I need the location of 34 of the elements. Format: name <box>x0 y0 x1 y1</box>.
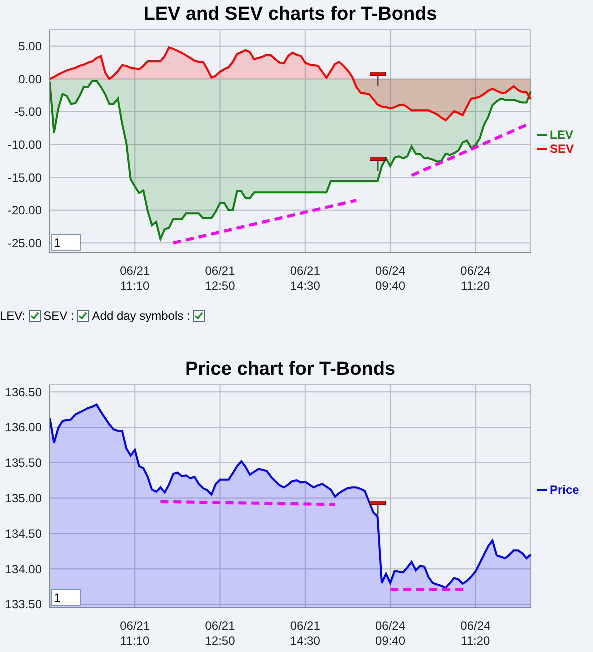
legend-label: Price <box>549 482 580 496</box>
text: Add day symbols : <box>92 309 190 323</box>
y-tick-label: 136.50 <box>5 385 42 400</box>
y-tick-label: 134.50 <box>5 526 42 541</box>
y-tick-label: -10.00 <box>8 138 42 152</box>
x-tick-label: 06/21 12:50 <box>205 619 236 648</box>
y-tick-label: -20.00 <box>8 204 42 218</box>
x-tick-label: 06/24 09:40 <box>376 619 406 648</box>
x-tick-label: 06/21 11:10 <box>120 264 150 293</box>
y-tick-label: -5.00 <box>14 105 42 120</box>
legend-label: LEV <box>549 128 574 142</box>
chart-title: Price chart for T-Bonds <box>184 359 397 381</box>
y-tick-label: -15.00 <box>8 170 42 185</box>
y-tick-label: 135.00 <box>5 492 42 506</box>
x-tick-label: 06/21 12:50 <box>205 264 236 293</box>
y-tick-label: 136.00 <box>5 420 42 435</box>
x-tick-label: 06/24 11:20 <box>460 264 492 293</box>
x-tick-label: 06/21 14:30 <box>290 619 321 648</box>
annotation: 1 <box>51 234 81 251</box>
x-tick-label: 06/24 11:20 <box>460 619 492 648</box>
y-tick-label: 134.00 <box>5 562 42 576</box>
annotation: 1 <box>51 589 81 606</box>
text: SEV : <box>44 309 74 323</box>
y-tick-label: 133.50 <box>5 598 42 612</box>
y-tick-label: 135.50 <box>5 456 42 470</box>
x-tick-label: 06/21 14:30 <box>290 264 321 293</box>
y-tick-label: -25.00 <box>8 236 42 250</box>
x-tick-label: 06/21 11:10 <box>120 619 150 648</box>
text: LEV: <box>0 309 26 323</box>
legend-label: SEV <box>549 142 574 156</box>
x-tick-label: 06/24 09:40 <box>376 264 406 293</box>
y-tick-label: 5.00 <box>18 40 42 54</box>
chart-title: LEV and SEV charts for T-Bonds <box>142 4 438 26</box>
y-tick-label: 0.00 <box>18 72 42 86</box>
